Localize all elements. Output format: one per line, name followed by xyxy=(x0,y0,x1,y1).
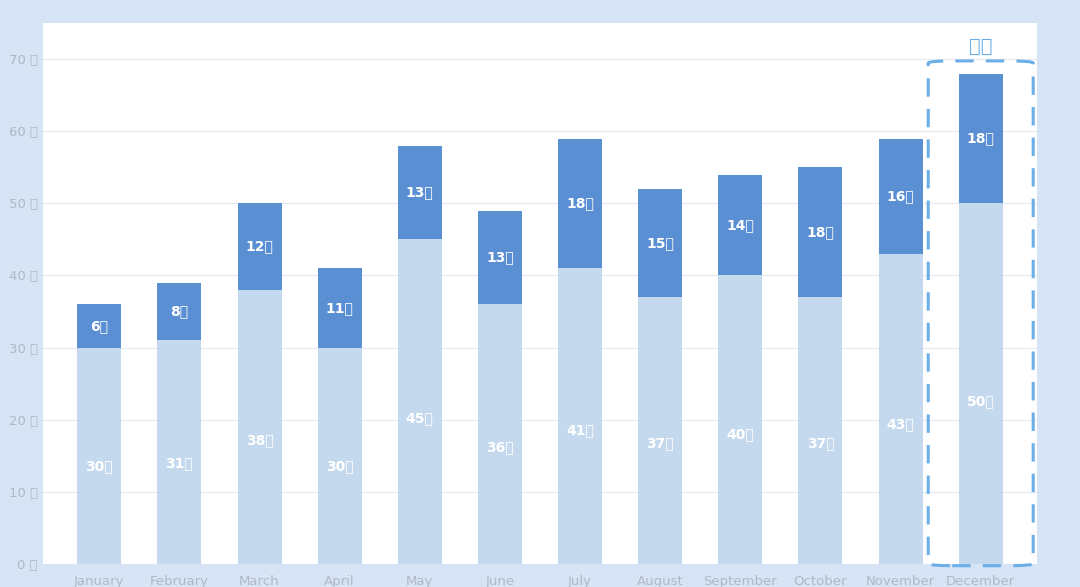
Text: 6千: 6千 xyxy=(91,319,108,333)
Text: 13千: 13千 xyxy=(486,251,514,265)
Text: 预估: 预估 xyxy=(969,37,993,56)
Bar xyxy=(558,268,603,564)
FancyBboxPatch shape xyxy=(43,23,1037,564)
Bar xyxy=(158,283,202,340)
Bar xyxy=(318,268,362,348)
Bar xyxy=(718,175,762,275)
Text: 12千: 12千 xyxy=(245,239,273,254)
Text: 16千: 16千 xyxy=(887,189,915,203)
Text: 14千: 14千 xyxy=(727,218,754,232)
Text: 36千: 36千 xyxy=(486,440,514,454)
Bar xyxy=(158,340,202,564)
Bar xyxy=(478,211,522,304)
Text: 37千: 37千 xyxy=(807,437,834,451)
Bar xyxy=(638,189,683,297)
Text: 18千: 18千 xyxy=(807,225,835,239)
Bar xyxy=(478,304,522,564)
Bar xyxy=(878,139,922,254)
Text: 37千: 37千 xyxy=(647,437,674,451)
Text: 30千: 30千 xyxy=(326,459,353,473)
Text: 18千: 18千 xyxy=(967,131,995,146)
Text: 38千: 38千 xyxy=(245,433,273,447)
Text: 45千: 45千 xyxy=(406,411,434,425)
Bar xyxy=(959,74,1002,204)
Text: 8千: 8千 xyxy=(171,305,189,319)
Bar xyxy=(638,297,683,564)
Text: 13千: 13千 xyxy=(406,185,434,200)
Text: 31千: 31千 xyxy=(165,456,193,470)
Bar xyxy=(558,139,603,268)
Bar xyxy=(78,304,121,348)
Text: 50千: 50千 xyxy=(967,394,995,409)
Bar xyxy=(318,348,362,564)
Text: 18千: 18千 xyxy=(566,197,594,211)
Text: 11千: 11千 xyxy=(326,301,353,315)
Bar xyxy=(397,146,442,239)
Bar xyxy=(238,290,282,564)
Text: 43千: 43千 xyxy=(887,417,915,431)
Text: 15千: 15千 xyxy=(646,236,674,250)
Bar xyxy=(878,254,922,564)
Text: 30千: 30千 xyxy=(85,459,113,473)
Text: 40千: 40千 xyxy=(727,427,754,441)
Bar xyxy=(718,275,762,564)
Bar xyxy=(78,348,121,564)
Bar xyxy=(397,239,442,564)
Bar xyxy=(798,297,842,564)
Bar xyxy=(959,204,1002,564)
Text: 41千: 41千 xyxy=(566,424,594,438)
Bar xyxy=(238,204,282,290)
Bar xyxy=(798,167,842,297)
